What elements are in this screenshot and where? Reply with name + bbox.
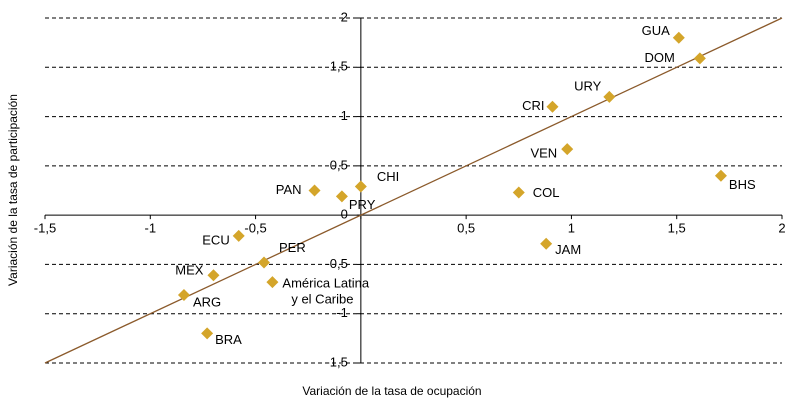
point	[540, 237, 553, 250]
point	[207, 269, 220, 282]
y-tick-label: -0,5	[325, 256, 347, 271]
point	[603, 90, 616, 103]
point	[561, 143, 574, 156]
point-label: y el Caribe	[291, 292, 353, 307]
point-label: BHS	[729, 177, 756, 192]
point-label: URY	[574, 78, 602, 93]
point-label: ECU	[202, 232, 229, 247]
point	[177, 288, 190, 301]
point-label: JAM	[555, 242, 581, 257]
point-label: PAN	[276, 182, 302, 197]
y-tick-label: 0	[341, 207, 348, 222]
y-tick-label: 2	[341, 9, 348, 24]
y-tick-label: 0,5	[330, 157, 348, 172]
point-label: PRY	[349, 197, 376, 212]
point-label: COL	[533, 185, 560, 200]
point	[308, 184, 321, 197]
point	[672, 31, 685, 44]
y-tick-label: 1	[341, 108, 348, 123]
point-label: ARG	[193, 294, 221, 309]
point-label: CRI	[522, 98, 544, 113]
x-tick-label: -1,5	[34, 221, 56, 236]
y-tick-label: -1,5	[325, 354, 347, 369]
x-tick-label: 2	[778, 221, 785, 236]
trend-line	[44, 17, 783, 364]
point	[266, 276, 279, 289]
point-label: América Latina	[282, 276, 369, 291]
point-label: CHI	[377, 169, 399, 184]
point	[257, 256, 270, 269]
point-label: GUA	[642, 23, 671, 38]
point	[714, 169, 727, 182]
y-tick-label: -1	[336, 305, 348, 320]
point	[354, 180, 367, 193]
x-tick-label: -0,5	[244, 221, 266, 236]
x-tick-label: 1	[568, 221, 575, 236]
point	[693, 52, 706, 65]
point-label: MEX	[175, 263, 204, 278]
point	[201, 327, 214, 340]
x-tick-label: 1,5	[668, 221, 686, 236]
y-tick-label: 1,5	[330, 59, 348, 74]
x-axis-label: Variación de la tasa de ocupación	[302, 384, 481, 398]
point	[512, 186, 525, 199]
point	[232, 229, 245, 242]
point-label: DOM	[645, 50, 675, 65]
x-tick-label: -1	[145, 221, 157, 236]
point-label: PER	[279, 240, 306, 255]
x-tick-label: 0,5	[457, 221, 475, 236]
point	[335, 190, 348, 203]
point-label: VEN	[530, 146, 557, 161]
point-label: BRA	[215, 332, 242, 347]
point	[546, 100, 559, 113]
y-axis-label: Variación de la tasa de participación	[6, 94, 20, 286]
